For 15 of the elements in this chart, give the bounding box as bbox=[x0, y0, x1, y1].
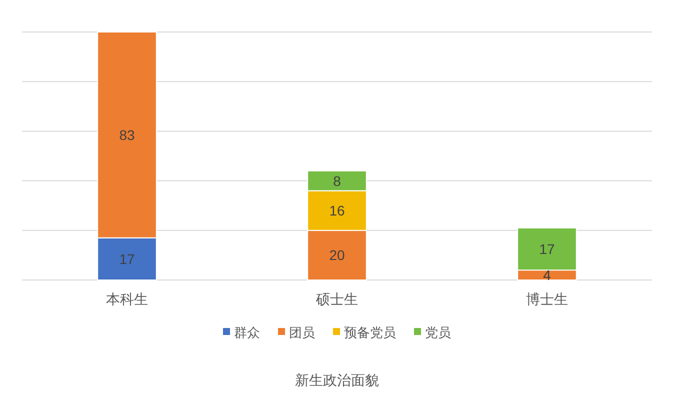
x-tick-label: 博士生 bbox=[526, 291, 568, 307]
legend-label: 预备党员 bbox=[344, 325, 396, 340]
data-label: 16 bbox=[329, 202, 345, 219]
x-tick-label: 本科生 bbox=[106, 291, 148, 307]
data-label: 20 bbox=[329, 247, 345, 264]
x-tick-label: 硕士生 bbox=[315, 291, 358, 307]
data-label: 83 bbox=[119, 126, 135, 143]
data-label: 17 bbox=[119, 250, 135, 267]
legend-label: 党员 bbox=[425, 325, 451, 340]
legend-label: 群众 bbox=[234, 325, 260, 340]
text: 新生政治面貌 bbox=[295, 372, 379, 388]
legend-label: 团员 bbox=[289, 325, 315, 340]
data-label: 4 bbox=[543, 267, 552, 284]
data-label: 17 bbox=[539, 241, 555, 257]
data-label: 8 bbox=[333, 172, 342, 189]
